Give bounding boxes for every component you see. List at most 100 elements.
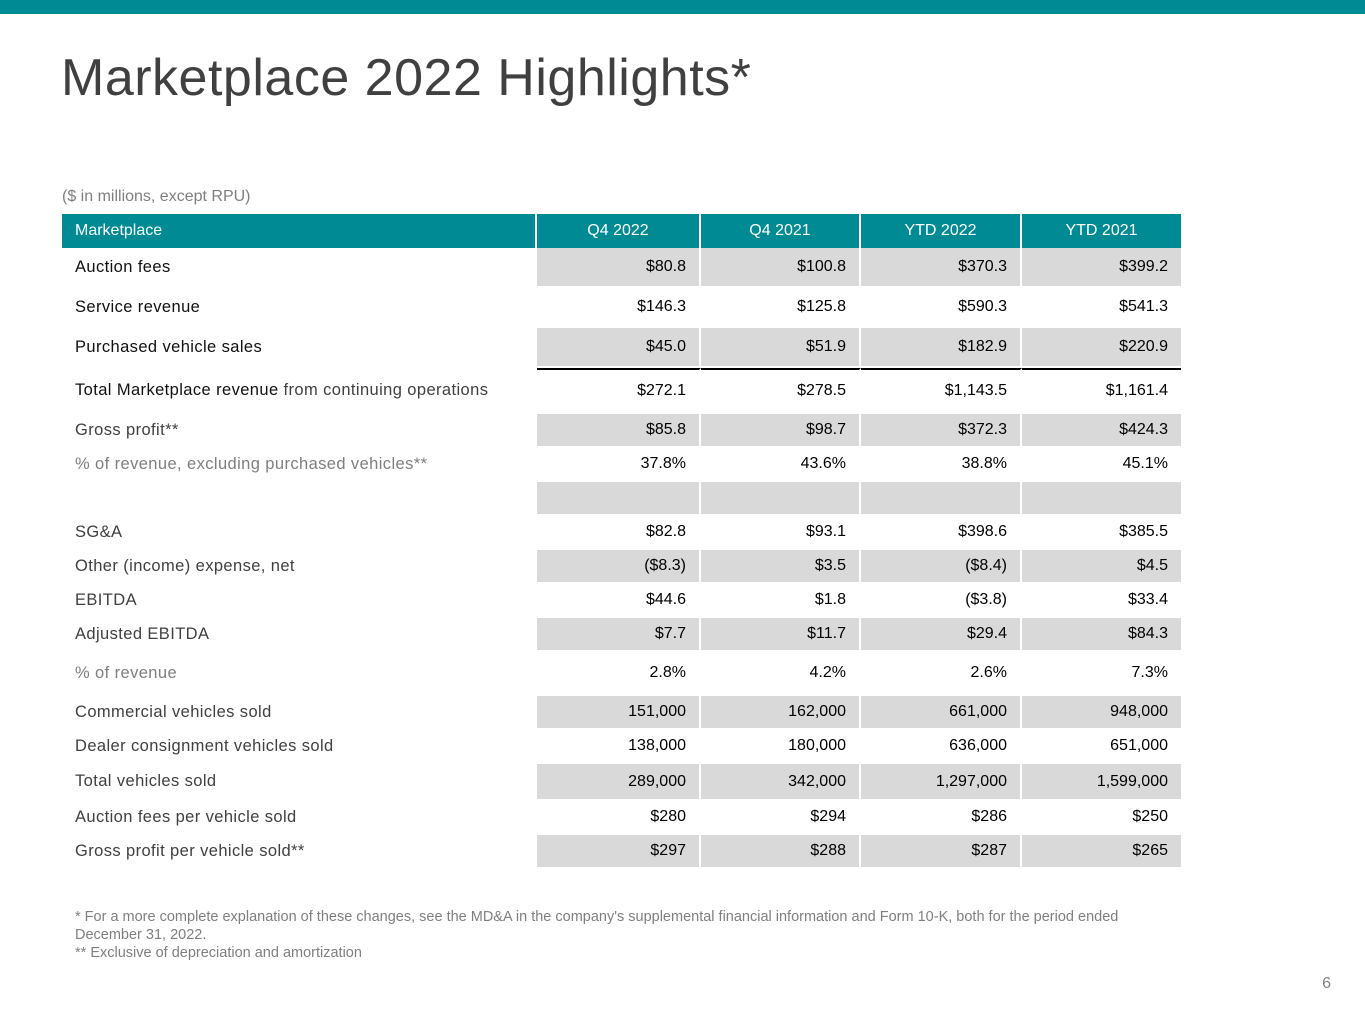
cell-value: $1,161.4 xyxy=(1022,368,1181,414)
row-label: Service revenue xyxy=(62,288,537,328)
table-row: % of revenue, excluding purchased vehicl… xyxy=(62,448,1181,482)
row-label: Purchased vehicle sales xyxy=(62,328,537,368)
cell-value: $98.7 xyxy=(701,414,861,448)
cell-value: $250 xyxy=(1022,801,1181,835)
table-row: Adjusted EBITDA $7.7 $11.7 $29.4 $84.3 xyxy=(62,618,1181,652)
cell-value: 636,000 xyxy=(861,730,1022,764)
cell-value xyxy=(1022,482,1181,516)
cell-value: 651,000 xyxy=(1022,730,1181,764)
footnote: ** Exclusive of depreciation and amortiz… xyxy=(75,945,362,961)
row-label: Gross profit per vehicle sold** xyxy=(62,835,537,869)
row-label-suffix: from continuing operations xyxy=(278,380,489,399)
cell-value: 162,000 xyxy=(701,696,861,730)
cell-value: $272.1 xyxy=(537,368,701,414)
table-row: Purchased vehicle sales $45.0 $51.9 $182… xyxy=(62,328,1181,368)
cell-value: $1.8 xyxy=(701,584,861,618)
table-row: % of revenue 2.8% 4.2% 2.6% 7.3% xyxy=(62,652,1181,696)
cell-value: $80.8 xyxy=(537,248,701,288)
cell-value: 948,000 xyxy=(1022,696,1181,730)
table-row: Gross profit** $85.8 $98.7 $372.3 $424.3 xyxy=(62,414,1181,448)
table-caption: ($ in millions, except RPU) xyxy=(62,188,251,205)
cell-value xyxy=(861,482,1022,516)
marketplace-highlights-table: Marketplace Q4 2022 Q4 2021 YTD 2022 YTD… xyxy=(62,214,1181,869)
cell-value: $33.4 xyxy=(1022,584,1181,618)
column-header-ytd-2022: YTD 2022 xyxy=(861,214,1022,248)
row-label: Commercial vehicles sold xyxy=(62,696,537,730)
cell-value: $85.8 xyxy=(537,414,701,448)
row-label: Adjusted EBITDA xyxy=(62,618,537,652)
table-row: EBITDA $44.6 $1.8 ($3.8) $33.4 xyxy=(62,584,1181,618)
cell-value: $146.3 xyxy=(537,288,701,328)
cell-value: 45.1% xyxy=(1022,448,1181,482)
top-accent-bar xyxy=(0,0,1365,14)
cell-value: 37.8% xyxy=(537,448,701,482)
cell-value: ($8.3) xyxy=(537,550,701,584)
table-row: Total vehicles sold 289,000 342,000 1,29… xyxy=(62,764,1181,801)
cell-value: $29.4 xyxy=(861,618,1022,652)
cell-value: $93.1 xyxy=(701,516,861,550)
cell-value: $11.7 xyxy=(701,618,861,652)
cell-value: $182.9 xyxy=(861,328,1022,368)
row-label-main: Total Marketplace revenue xyxy=(75,380,279,399)
table-row: Auction fees per vehicle sold $280 $294 … xyxy=(62,801,1181,835)
cell-value: 43.6% xyxy=(701,448,861,482)
cell-value: 342,000 xyxy=(701,764,861,801)
column-header-label: Marketplace xyxy=(62,214,537,248)
cell-value: 661,000 xyxy=(861,696,1022,730)
cell-value: $370.3 xyxy=(861,248,1022,288)
row-label: SG&A xyxy=(62,516,537,550)
cell-value: $44.6 xyxy=(537,584,701,618)
footnotes: * For a more complete explanation of the… xyxy=(75,908,1185,962)
cell-value: $398.6 xyxy=(861,516,1022,550)
table-row: Auction fees $80.8 $100.8 $370.3 $399.2 xyxy=(62,248,1181,288)
cell-value: $278.5 xyxy=(701,368,861,414)
row-label: EBITDA xyxy=(62,584,537,618)
cell-value: 4.2% xyxy=(701,652,861,696)
cell-value: $265 xyxy=(1022,835,1181,869)
cell-value: 1,297,000 xyxy=(861,764,1022,801)
table-row: SG&A $82.8 $93.1 $398.6 $385.5 xyxy=(62,516,1181,550)
cell-value: $385.5 xyxy=(1022,516,1181,550)
cell-value: ($8.4) xyxy=(861,550,1022,584)
cell-value: $3.5 xyxy=(701,550,861,584)
table-row: Service revenue $146.3 $125.8 $590.3 $54… xyxy=(62,288,1181,328)
cell-value: 1,599,000 xyxy=(1022,764,1181,801)
table-row-spacer xyxy=(62,482,1181,516)
cell-value: 38.8% xyxy=(861,448,1022,482)
row-label: Other (income) expense, net xyxy=(62,550,537,584)
table-row: Gross profit per vehicle sold** $297 $28… xyxy=(62,835,1181,869)
cell-value: $7.7 xyxy=(537,618,701,652)
table-header-row: Marketplace Q4 2022 Q4 2021 YTD 2022 YTD… xyxy=(62,214,1181,248)
cell-value: $280 xyxy=(537,801,701,835)
cell-value: 151,000 xyxy=(537,696,701,730)
cell-value: $45.0 xyxy=(537,328,701,368)
cell-value: $51.9 xyxy=(701,328,861,368)
cell-value: 180,000 xyxy=(701,730,861,764)
cell-value: $286 xyxy=(861,801,1022,835)
cell-value: $424.3 xyxy=(1022,414,1181,448)
cell-value: ($3.8) xyxy=(861,584,1022,618)
row-label: % of revenue xyxy=(62,652,537,696)
row-label: Total Marketplace revenue from continuin… xyxy=(62,368,537,414)
row-label: Total vehicles sold xyxy=(62,764,537,801)
column-header-q4-2021: Q4 2021 xyxy=(701,214,861,248)
cell-value: $590.3 xyxy=(861,288,1022,328)
column-header-q4-2022: Q4 2022 xyxy=(537,214,701,248)
cell-value xyxy=(537,482,701,516)
table-row: Other (income) expense, net ($8.3) $3.5 … xyxy=(62,550,1181,584)
table-row-total: Total Marketplace revenue from continuin… xyxy=(62,368,1181,414)
cell-value: $297 xyxy=(537,835,701,869)
footnote: * For a more complete explanation of the… xyxy=(75,909,1119,943)
row-label: % of revenue, excluding purchased vehicl… xyxy=(62,448,537,482)
cell-value: $82.8 xyxy=(537,516,701,550)
row-label xyxy=(62,482,537,516)
cell-value: $100.8 xyxy=(701,248,861,288)
page-title: Marketplace 2022 Highlights* xyxy=(61,49,752,107)
cell-value: $84.3 xyxy=(1022,618,1181,652)
cell-value: 289,000 xyxy=(537,764,701,801)
cell-value: 2.8% xyxy=(537,652,701,696)
table-row: Commercial vehicles sold 151,000 162,000… xyxy=(62,696,1181,730)
cell-value xyxy=(701,482,861,516)
cell-value: $287 xyxy=(861,835,1022,869)
cell-value: 138,000 xyxy=(537,730,701,764)
